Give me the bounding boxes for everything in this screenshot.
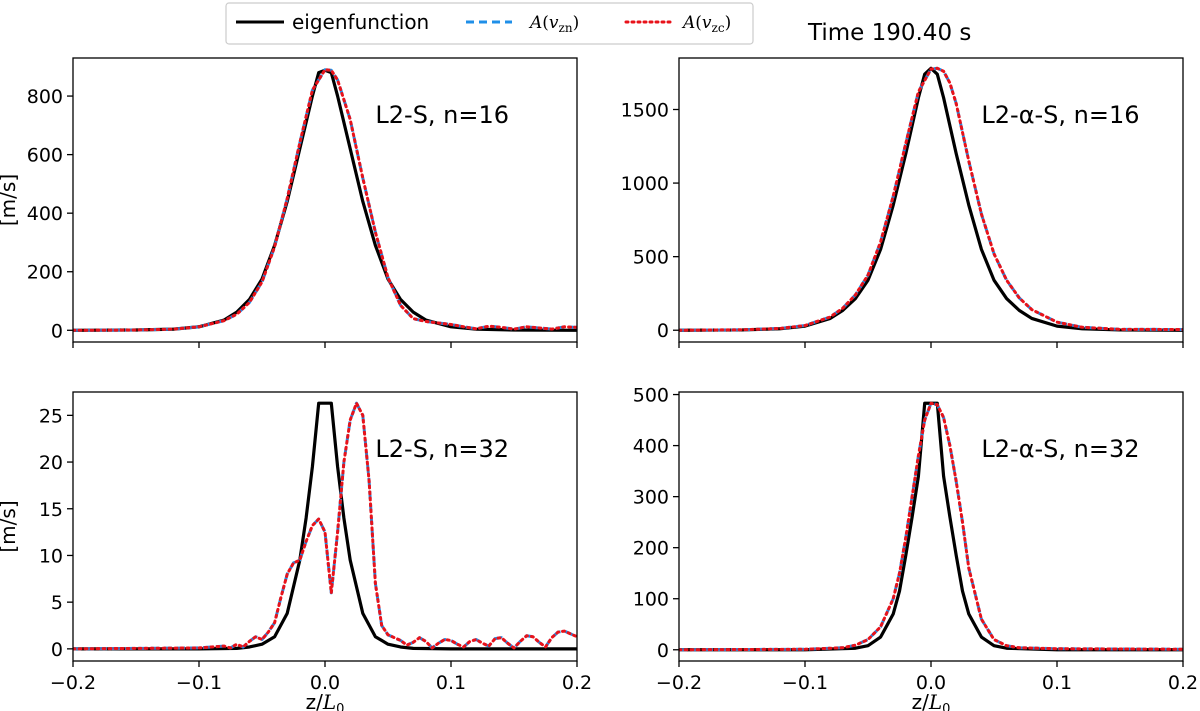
panel-bottom-left: −0.2 −0.1 0.0 0.1 0.2 0 5 10 15 20 25 L2-S, n=32 [m/… bbox=[0, 391, 592, 711]
legend-vzc-sub: zc bbox=[712, 21, 725, 35]
x-axis-label-main: z/ bbox=[912, 690, 929, 711]
y-tick-label: 300 bbox=[633, 487, 669, 509]
panel-top-left: 0 200 400 600 800 L2-S, n=16 [m/s] bbox=[0, 57, 578, 348]
x-tick-label: −0.2 bbox=[50, 672, 96, 694]
y-tick-label: 0 bbox=[51, 639, 63, 661]
legend: eigenfunction A(vzn) A(vzc) bbox=[225, 2, 754, 45]
series-line-eigenfunction bbox=[73, 401, 577, 651]
panel-title: L2-α-S, n=16 bbox=[981, 101, 1139, 129]
x-tick-label: 0.0 bbox=[916, 672, 946, 694]
series-line-a-v-zc- bbox=[679, 66, 1183, 332]
x-tick-label: 0.2 bbox=[562, 672, 592, 694]
x-axis-label-L: L bbox=[322, 690, 336, 711]
series-group bbox=[73, 401, 577, 651]
y-tick-label: 800 bbox=[27, 86, 63, 108]
y-tick-label: 0 bbox=[657, 640, 669, 662]
legend-vzc-sym: A bbox=[681, 13, 695, 33]
y-tick-label: 1500 bbox=[621, 100, 669, 122]
legend-vzn-sym: A bbox=[528, 13, 542, 33]
x-tick-label: 0.1 bbox=[436, 672, 466, 694]
x-tick-label: 0.0 bbox=[310, 672, 340, 694]
axes-frame bbox=[72, 391, 578, 662]
axes-frame bbox=[678, 391, 1184, 662]
x-tick-label: 0.1 bbox=[1042, 672, 1072, 694]
y-axis-label: [m/s] bbox=[0, 500, 20, 552]
panel-title: L2-α-S, n=32 bbox=[981, 435, 1139, 463]
x-tick-label: −0.1 bbox=[782, 672, 828, 694]
x-axis-label-sub: 0 bbox=[336, 702, 344, 711]
y-tick-label: 600 bbox=[27, 145, 63, 167]
y-tick-label: 400 bbox=[27, 203, 63, 225]
legend-label-vzc: A(vzc) bbox=[681, 13, 731, 35]
series-group bbox=[679, 401, 1183, 652]
series-group bbox=[73, 68, 577, 332]
panel-title: L2-S, n=32 bbox=[375, 435, 509, 463]
y-tick-label: 15 bbox=[39, 499, 63, 521]
legend-vzc-close: ) bbox=[725, 13, 732, 33]
y-tick-label: 20 bbox=[39, 452, 63, 474]
y-tick-label: 10 bbox=[39, 545, 63, 567]
y-tick-label: 0 bbox=[51, 320, 63, 342]
legend-label-vzn: A(vzn) bbox=[528, 13, 579, 35]
series-line-a-v-zc- bbox=[679, 401, 1183, 652]
time-label: Time 190.40 s bbox=[807, 20, 971, 46]
series-group bbox=[679, 66, 1183, 332]
panel-top-right: 0 500 1000 1500 L2-α-S, n=16 bbox=[621, 57, 1184, 348]
y-tick-label: 500 bbox=[633, 247, 669, 269]
y-tick-label: 200 bbox=[633, 538, 669, 560]
x-axis-label-sub: 0 bbox=[942, 702, 950, 711]
y-tick-label: 5 bbox=[51, 592, 63, 614]
legend-vzn-open: ( bbox=[542, 13, 549, 33]
x-tick-label: 0.2 bbox=[1168, 672, 1198, 694]
legend-frame bbox=[225, 2, 754, 45]
series-line-a-v-zc- bbox=[73, 68, 577, 332]
y-tick-label: 100 bbox=[633, 589, 669, 611]
y-axis-label: [m/s] bbox=[0, 174, 20, 226]
legend-vzn-close: ) bbox=[573, 13, 580, 33]
legend-vzn-var: v bbox=[549, 13, 559, 33]
y-tick-label: 200 bbox=[27, 262, 63, 284]
legend-vzc-open: ( bbox=[695, 13, 702, 33]
x-axis-label-main: z/ bbox=[306, 690, 323, 711]
y-tick-label: 0 bbox=[657, 320, 669, 342]
panel-title: L2-S, n=16 bbox=[375, 101, 509, 129]
x-axis-label: z/L0 bbox=[306, 690, 345, 711]
panel-bottom-right: −0.2 −0.1 0.0 0.1 0.2 0 100 200 300 400 500 L2-α-S,… bbox=[633, 385, 1198, 711]
x-tick-label: −0.1 bbox=[176, 672, 222, 694]
y-tick-label: 500 bbox=[633, 385, 669, 407]
y-tick-label: 400 bbox=[633, 436, 669, 458]
x-axis-label: z/L0 bbox=[912, 690, 951, 711]
y-tick-label: 1000 bbox=[621, 173, 669, 195]
legend-label-eigenfunction: eigenfunction bbox=[292, 10, 429, 34]
legend-vzn-sub: zn bbox=[559, 21, 573, 35]
legend-vzc-var: v bbox=[702, 13, 712, 33]
series-line-a-v-zc- bbox=[73, 401, 577, 651]
x-axis-label-L: L bbox=[928, 690, 942, 711]
x-tick-label: −0.2 bbox=[656, 672, 702, 694]
y-tick-label: 25 bbox=[39, 405, 63, 427]
